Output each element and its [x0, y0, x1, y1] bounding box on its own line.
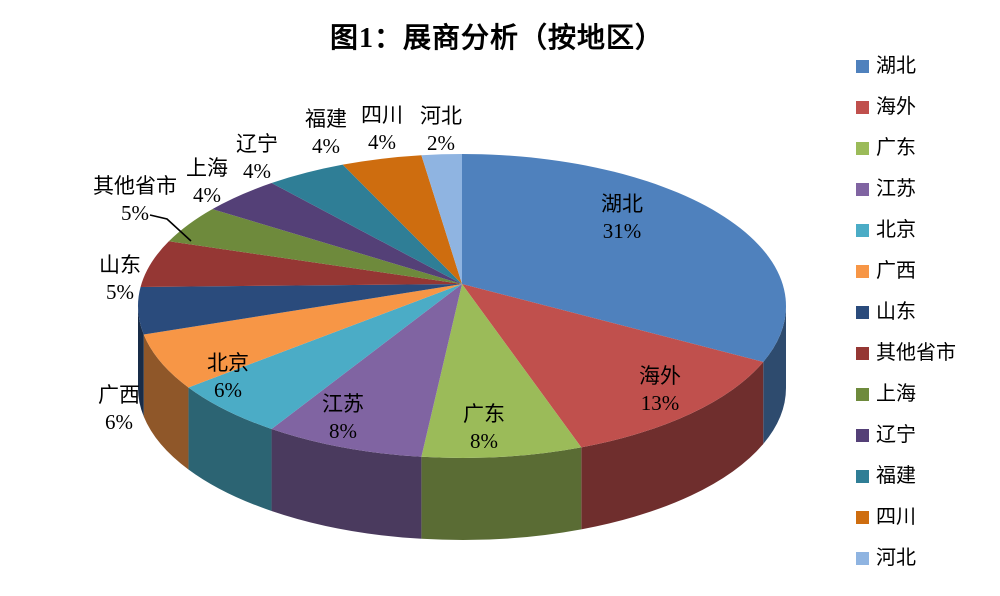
legend-label: 山东 — [876, 301, 916, 323]
legend-label: 福建 — [876, 465, 916, 487]
legend-item-7: 其他省市 — [856, 343, 956, 363]
legend-label: 上海 — [876, 383, 916, 405]
legend-item-11: 四川 — [856, 507, 956, 527]
label-leader-line — [149, 214, 192, 242]
pie-slice-top-11 — [342, 155, 462, 284]
legend-swatch — [856, 182, 869, 196]
pie-slice-top-8 — [168, 209, 462, 284]
legend-swatch — [856, 346, 869, 360]
legend-item-3: 江苏 — [856, 179, 956, 199]
pie-slice-top-7 — [140, 241, 462, 287]
legend-swatch — [856, 510, 869, 524]
legend-swatch — [856, 141, 869, 155]
pie-slice-side-1 — [581, 361, 764, 530]
chart-title: 图1：展商分析（按地区） — [329, 23, 664, 54]
legend-swatch — [856, 59, 869, 73]
legend-item-2: 广东 — [856, 138, 956, 158]
legend-label: 广东 — [876, 137, 916, 159]
pie-slice-top-2 — [421, 284, 582, 458]
pie-slice-side-2 — [421, 447, 582, 540]
legend-item-12: 河北 — [856, 548, 956, 568]
pie-slice-top-10 — [271, 164, 462, 284]
legend-label: 湖北 — [876, 55, 916, 77]
legend-swatch — [856, 551, 869, 565]
legend-label: 其他省市 — [876, 342, 956, 364]
pie-slice-top-5 — [143, 284, 462, 388]
pie-slice-top-9 — [212, 183, 462, 284]
legend-swatch — [856, 469, 869, 483]
legend-swatch — [856, 387, 869, 401]
pie-slice-top-4 — [188, 284, 463, 429]
pie-slice-top-0 — [462, 154, 786, 362]
legend-label: 江苏 — [876, 178, 916, 200]
legend-label: 海外 — [876, 96, 916, 118]
legend-label: 北京 — [876, 219, 916, 241]
legend-swatch — [856, 223, 869, 237]
legend-item-10: 福建 — [856, 466, 956, 486]
legend-label: 辽宁 — [876, 424, 916, 446]
legend-item-9: 辽宁 — [856, 425, 956, 445]
pie-slice-top-3 — [271, 284, 462, 457]
legend-swatch — [856, 428, 869, 442]
legend-swatch — [856, 305, 869, 319]
legend: 湖北海外广东江苏北京广西山东其他省市上海辽宁福建四川河北 — [856, 56, 956, 589]
legend-item-5: 广西 — [856, 261, 956, 281]
legend-item-8: 上海 — [856, 384, 956, 404]
legend-item-0: 湖北 — [856, 56, 956, 76]
legend-label: 河北 — [876, 547, 916, 569]
pie-slice-side-4 — [188, 387, 272, 511]
legend-item-6: 山东 — [856, 302, 956, 322]
pie-slice-side-3 — [271, 428, 422, 539]
pie-slice-top-1 — [462, 284, 764, 448]
legend-item-1: 海外 — [856, 97, 956, 117]
legend-label: 四川 — [876, 506, 916, 528]
legend-swatch — [856, 264, 869, 278]
legend-item-4: 北京 — [856, 220, 956, 240]
pie-slice-side-5 — [143, 334, 189, 470]
pie-slice-side-0 — [763, 306, 786, 444]
pie-slice-top-6 — [138, 284, 463, 335]
pie-slice-top-12 — [421, 154, 462, 284]
legend-label: 广西 — [876, 260, 916, 282]
legend-swatch — [856, 100, 869, 114]
pie-slice-side-6 — [138, 306, 144, 417]
